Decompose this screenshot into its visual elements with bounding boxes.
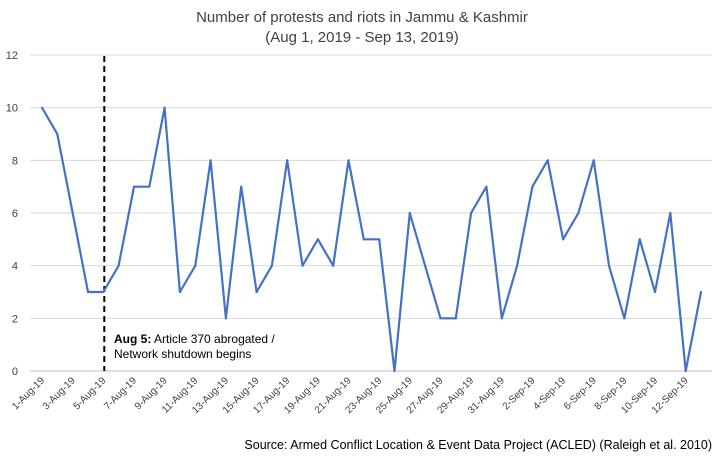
- data-point: [653, 290, 657, 294]
- data-point: [699, 290, 703, 294]
- data-point: [255, 290, 258, 294]
- data-point: [424, 264, 427, 267]
- data-point: [40, 106, 44, 109]
- data-point: [638, 238, 641, 241]
- annotation-bold: Aug 5:: [114, 332, 151, 346]
- data-point: [102, 290, 105, 294]
- data-point: [485, 185, 488, 188]
- data-point: [592, 159, 595, 162]
- data-point: [515, 264, 519, 267]
- data-point: [393, 369, 396, 373]
- data-point: [347, 159, 350, 162]
- data-point: [209, 159, 212, 162]
- data-point: [301, 264, 304, 267]
- y-tick-label: 0: [12, 366, 18, 378]
- series-group: [40, 106, 703, 373]
- data-point: [224, 317, 228, 320]
- data-point: [316, 238, 319, 241]
- y-tick-label: 2: [12, 313, 18, 325]
- data-point: [117, 264, 120, 267]
- data-point: [71, 211, 74, 215]
- data-point: [439, 317, 442, 320]
- y-tick-label: 10: [6, 103, 18, 115]
- data-point: [470, 211, 473, 215]
- data-point: [148, 185, 151, 188]
- data-point: [132, 185, 136, 188]
- chart-subtitle: (Aug 1, 2019 - Sep 13, 2019): [265, 29, 458, 46]
- data-point: [194, 264, 197, 267]
- data-point: [623, 317, 626, 320]
- data-point: [546, 159, 549, 162]
- data-point: [163, 106, 166, 109]
- data-point: [362, 238, 365, 241]
- data-point: [500, 317, 503, 320]
- data-point: [270, 264, 273, 267]
- data-point: [577, 211, 580, 215]
- y-tick-label: 12: [6, 50, 18, 62]
- data-point: [684, 369, 687, 373]
- data-point: [240, 185, 243, 188]
- y-axis: 0 2 4 6 8 10 12: [6, 50, 18, 378]
- y-tick-label: 8: [12, 155, 18, 167]
- annotation-line-1: Aug 5: Article 370 abrogated /: [114, 332, 275, 346]
- data-point: [531, 185, 534, 188]
- data-point: [454, 317, 457, 320]
- source-note: Source: Armed Conflict Location & Event …: [244, 438, 712, 452]
- y-tick-label: 6: [12, 208, 18, 220]
- data-point: [378, 238, 381, 241]
- data-point: [561, 238, 565, 241]
- data-point: [86, 290, 90, 294]
- data-point: [669, 211, 672, 215]
- annotation-text-1: Article 370 abrogated /: [151, 332, 275, 346]
- chart-title: Number of protests and riots in Jammu & …: [196, 9, 528, 26]
- data-point: [332, 264, 335, 267]
- data-point: [607, 264, 611, 267]
- x-axis: 1-Aug-193-Aug-195-Aug-197-Aug-199-Aug-19…: [10, 375, 691, 416]
- gridlines: [30, 54, 712, 372]
- series-line: [41, 106, 703, 373]
- data-point: [286, 159, 289, 162]
- y-tick-label: 4: [12, 261, 18, 273]
- data-point: [408, 211, 411, 215]
- data-point: [56, 132, 59, 136]
- data-point: [178, 290, 182, 294]
- annotation-line-2: Network shutdown begins: [114, 347, 251, 361]
